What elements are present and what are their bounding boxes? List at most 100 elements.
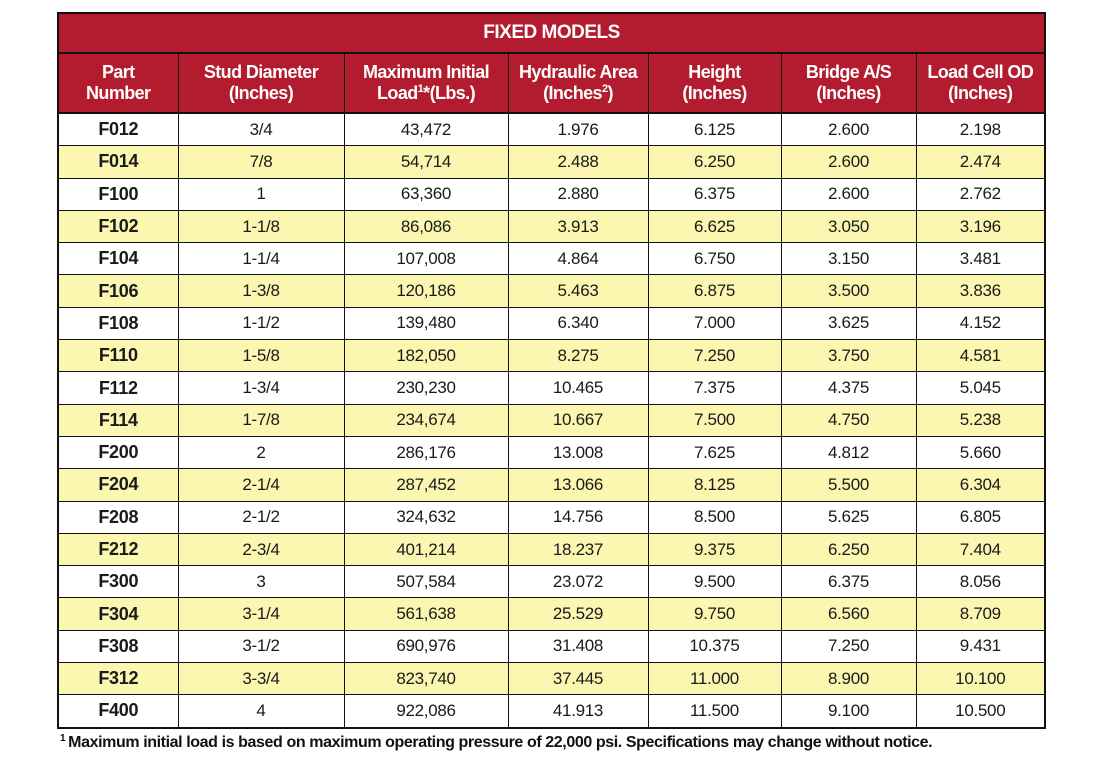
cell-height: 9.375 xyxy=(648,533,782,567)
cell-hydraulic-area: 41.913 xyxy=(508,694,649,727)
cell-part-number: F014 xyxy=(59,145,179,179)
cell-bridge-as: 3.050 xyxy=(781,210,917,244)
cell-part-number: F012 xyxy=(59,113,179,147)
superscript: 2 xyxy=(601,83,608,95)
cell-load-cell-od: 2.762 xyxy=(916,178,1045,211)
cell-load-cell-od: 5.045 xyxy=(916,371,1045,405)
cell-height: 11.500 xyxy=(648,694,782,727)
cell-hydraulic-area: 25.529 xyxy=(508,597,649,631)
cell-load-cell-od: 5.660 xyxy=(916,436,1045,470)
cell-bridge-as: 2.600 xyxy=(781,113,917,147)
cell-max-initial-load: 561,638 xyxy=(344,597,509,631)
footnote: 1 Maximum initial load is based on maximu… xyxy=(60,732,933,752)
header-line: ) xyxy=(607,83,613,103)
cell-hydraulic-area: 13.066 xyxy=(508,468,649,502)
table-body: F012 3/4 43,472 1.976 6.125 2.600 2.198 F014 7/8… xyxy=(59,113,1045,727)
cell-load-cell-od: 5.238 xyxy=(916,404,1045,437)
cell-height: 7.625 xyxy=(648,436,782,470)
cell-load-cell-od: 3.836 xyxy=(916,274,1045,308)
fixed-models-table: FIXED MODELS Part Number Stud Diameter (… xyxy=(59,14,1045,727)
cell-load-cell-od: 8.709 xyxy=(916,597,1045,631)
cell-stud-diameter: 1-1/2 xyxy=(178,307,345,341)
table-row: F014 7/8 54,714 2.488 6.250 2.600 2.474 xyxy=(59,145,1045,179)
cell-hydraulic-area: 6.340 xyxy=(508,307,649,341)
cell-stud-diameter: 1 xyxy=(178,178,345,211)
cell-bridge-as: 5.625 xyxy=(781,501,917,534)
cell-max-initial-load: 86,086 xyxy=(344,210,509,244)
header-line: (Inches) xyxy=(948,83,1013,103)
cell-stud-diameter: 3/4 xyxy=(178,113,345,147)
cell-max-initial-load: 324,632 xyxy=(344,501,509,534)
cell-part-number: F104 xyxy=(59,242,179,276)
cell-height: 10.375 xyxy=(648,630,782,664)
cell-load-cell-od: 3.196 xyxy=(916,210,1045,244)
cell-height: 6.375 xyxy=(648,178,782,211)
cell-hydraulic-area: 14.756 xyxy=(508,501,649,534)
cell-part-number: F204 xyxy=(59,468,179,502)
cell-hydraulic-area: 10.465 xyxy=(508,371,649,405)
cell-height: 6.875 xyxy=(648,274,782,308)
header-line: (Inches) xyxy=(228,83,294,103)
cell-max-initial-load: 690,976 xyxy=(344,630,509,664)
cell-max-initial-load: 182,050 xyxy=(344,339,509,373)
cell-part-number: F102 xyxy=(59,210,179,244)
header-line: *(Lbs.) xyxy=(423,83,475,103)
cell-load-cell-od: 6.304 xyxy=(916,468,1045,502)
cell-hydraulic-area: 1.976 xyxy=(508,113,649,147)
cell-load-cell-od: 7.404 xyxy=(916,533,1045,567)
cell-load-cell-od: 6.805 xyxy=(916,501,1045,534)
table-row: F300 3 507,584 23.072 9.500 6.375 8.056 xyxy=(59,565,1045,599)
cell-stud-diameter: 2 xyxy=(178,436,345,470)
cell-max-initial-load: 43,472 xyxy=(344,113,509,147)
header-load-cell-od: Load Cell OD (Inches) xyxy=(916,53,1045,114)
cell-max-initial-load: 401,214 xyxy=(344,533,509,567)
header-line: Bridge A/S xyxy=(805,62,892,82)
cell-part-number: F106 xyxy=(59,274,179,308)
table-row: F110 1-5/8 182,050 8.275 7.250 3.750 4.581 xyxy=(59,339,1045,373)
cell-bridge-as: 6.250 xyxy=(781,533,917,567)
cell-max-initial-load: 823,740 xyxy=(344,662,509,696)
cell-part-number: F114 xyxy=(59,404,179,437)
cell-hydraulic-area: 2.880 xyxy=(508,178,649,211)
cell-max-initial-load: 234,674 xyxy=(344,404,509,437)
cell-part-number: F212 xyxy=(59,533,179,567)
cell-stud-diameter: 1-1/8 xyxy=(178,210,345,244)
cell-bridge-as: 4.750 xyxy=(781,404,917,437)
cell-bridge-as: 4.812 xyxy=(781,436,917,470)
cell-load-cell-od: 9.431 xyxy=(916,630,1045,664)
cell-height: 9.750 xyxy=(648,597,782,631)
cell-height: 7.000 xyxy=(648,307,782,341)
cell-stud-diameter: 3 xyxy=(178,565,345,599)
cell-bridge-as: 3.150 xyxy=(781,242,917,276)
header-line: Hydraulic Area xyxy=(519,62,638,82)
cell-hydraulic-area: 31.408 xyxy=(508,630,649,664)
table-row: F204 2-1/4 287,452 13.066 8.125 5.500 6.304 xyxy=(59,468,1045,502)
table-row: F400 4 922,086 41.913 11.500 9.100 10.500 xyxy=(59,694,1045,727)
footnote-marker: 1 xyxy=(60,732,66,744)
cell-load-cell-od: 3.481 xyxy=(916,242,1045,276)
table-row: F012 3/4 43,472 1.976 6.125 2.600 2.198 xyxy=(59,113,1045,147)
cell-bridge-as: 6.375 xyxy=(781,565,917,599)
cell-hydraulic-area: 13.008 xyxy=(508,436,649,470)
cell-part-number: F208 xyxy=(59,501,179,534)
cell-load-cell-od: 4.152 xyxy=(916,307,1045,341)
table-row: F108 1-1/2 139,480 6.340 7.000 3.625 4.152 xyxy=(59,307,1045,341)
table-title-row: FIXED MODELS xyxy=(59,14,1045,54)
cell-part-number: F300 xyxy=(59,565,179,599)
cell-load-cell-od: 4.581 xyxy=(916,339,1045,373)
header-line: Stud Diameter xyxy=(203,62,319,82)
cell-load-cell-od: 10.500 xyxy=(916,694,1045,727)
cell-hydraulic-area: 5.463 xyxy=(508,274,649,308)
cell-stud-diameter: 1-3/8 xyxy=(178,274,345,308)
table-row: F104 1-1/4 107,008 4.864 6.750 3.150 3.481 xyxy=(59,242,1045,276)
cell-stud-diameter: 1-7/8 xyxy=(178,404,345,437)
cell-bridge-as: 8.900 xyxy=(781,662,917,696)
header-line: Load xyxy=(377,83,418,103)
cell-height: 9.500 xyxy=(648,565,782,599)
column-header-row: Part Number Stud Diameter (Inches) Maxim… xyxy=(59,53,1045,114)
cell-height: 8.500 xyxy=(648,501,782,534)
cell-load-cell-od: 2.198 xyxy=(916,113,1045,147)
table-row: F112 1-3/4 230,230 10.465 7.375 4.375 5.045 xyxy=(59,371,1045,405)
fixed-models-table-frame: FIXED MODELS Part Number Stud Diameter (… xyxy=(57,12,1046,729)
cell-stud-diameter: 1-3/4 xyxy=(178,371,345,405)
